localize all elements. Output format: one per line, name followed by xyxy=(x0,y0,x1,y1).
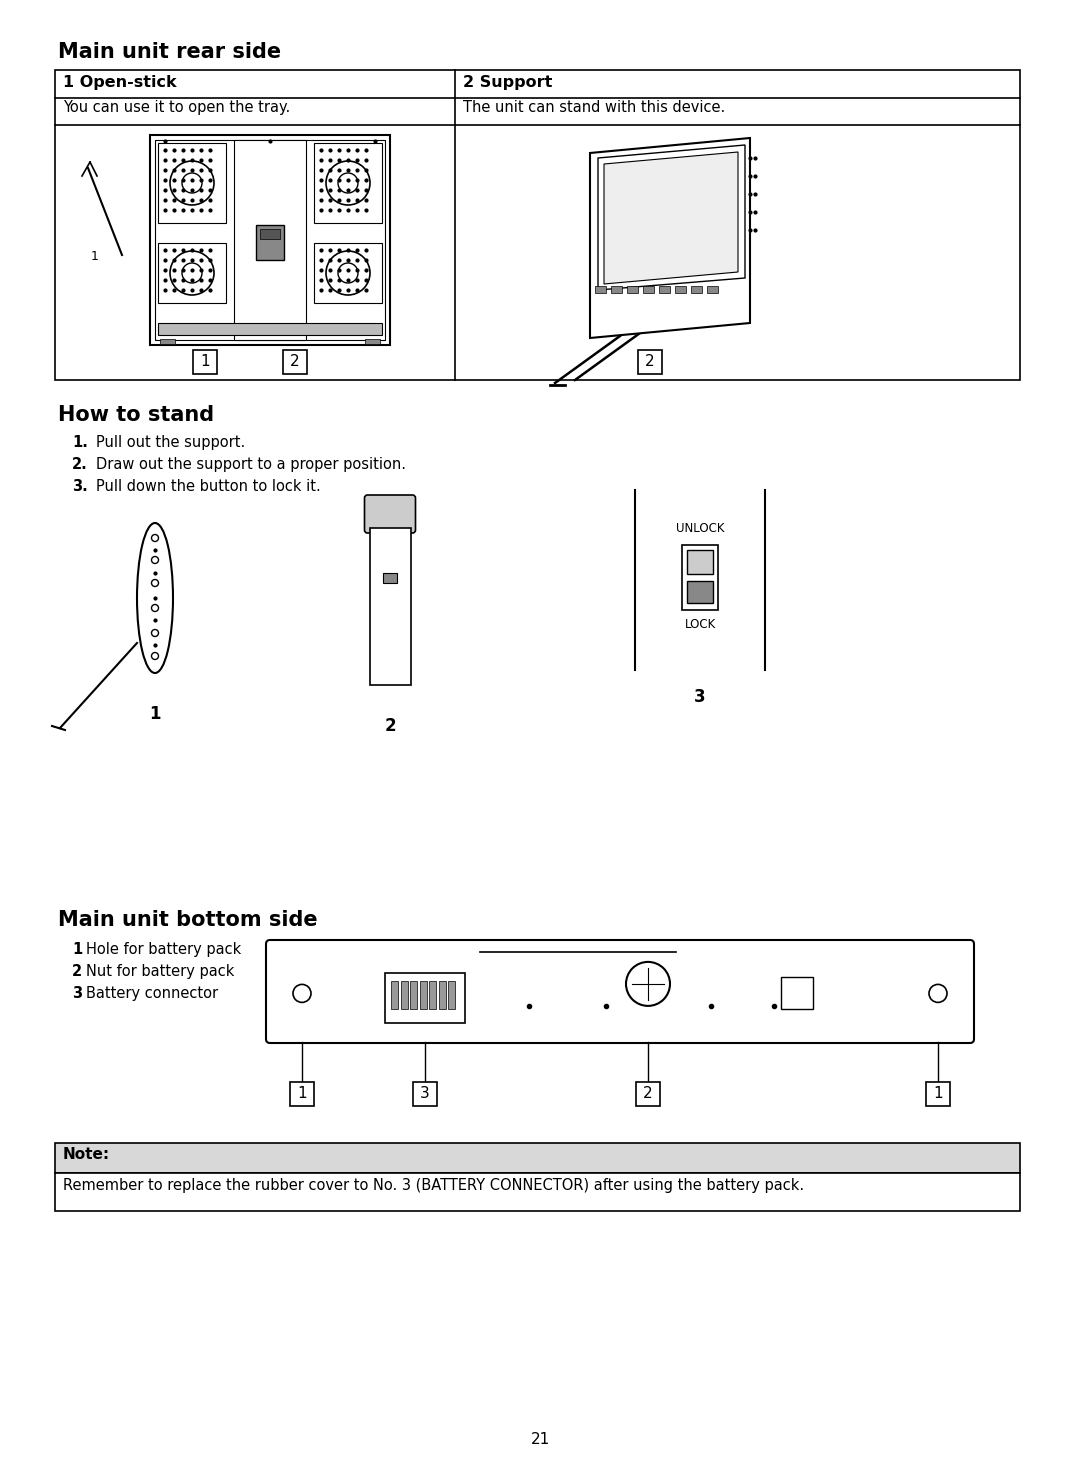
Text: 2: 2 xyxy=(384,717,395,735)
Text: 3.: 3. xyxy=(72,479,87,494)
Bar xyxy=(659,287,670,293)
Bar xyxy=(234,140,306,340)
Text: 2 Support: 2 Support xyxy=(463,75,553,90)
Text: Battery connector: Battery connector xyxy=(86,986,218,1001)
Text: 2: 2 xyxy=(645,355,654,370)
Text: Pull out the support.: Pull out the support. xyxy=(96,435,245,449)
Text: Main unit rear side: Main unit rear side xyxy=(58,41,281,62)
Bar xyxy=(401,980,407,1008)
Bar xyxy=(55,1174,1020,1210)
Bar xyxy=(687,550,713,573)
Bar xyxy=(675,287,686,293)
Bar xyxy=(260,229,280,239)
Text: How to stand: How to stand xyxy=(58,405,214,426)
Bar xyxy=(413,1082,437,1106)
Text: UNLOCK: UNLOCK xyxy=(676,522,725,535)
Text: Note:: Note: xyxy=(63,1147,110,1162)
Bar xyxy=(643,287,654,293)
Text: 3: 3 xyxy=(694,687,706,706)
Bar xyxy=(55,1142,1020,1174)
Text: Remember to replace the rubber cover to No. 3 (BATTERY CONNECTOR) after using th: Remember to replace the rubber cover to … xyxy=(63,1178,805,1193)
Bar xyxy=(314,143,382,223)
Bar xyxy=(429,980,436,1008)
Text: Hole for battery pack: Hole for battery pack xyxy=(86,941,241,956)
Bar xyxy=(781,977,813,1009)
Polygon shape xyxy=(590,137,750,338)
Text: Nut for battery pack: Nut for battery pack xyxy=(86,964,234,978)
Text: 21: 21 xyxy=(530,1432,550,1447)
Text: 2.: 2. xyxy=(72,457,87,471)
Bar xyxy=(691,287,702,293)
Bar xyxy=(595,287,606,293)
Bar xyxy=(150,134,390,344)
Text: 1: 1 xyxy=(149,705,161,723)
Bar xyxy=(55,69,1020,380)
FancyBboxPatch shape xyxy=(365,495,416,534)
Ellipse shape xyxy=(137,523,173,672)
Text: Pull down the button to lock it.: Pull down the button to lock it. xyxy=(96,479,321,494)
Text: 1.: 1. xyxy=(72,435,87,449)
FancyBboxPatch shape xyxy=(266,940,974,1043)
Text: 2: 2 xyxy=(644,1086,652,1101)
Bar xyxy=(314,242,382,303)
Text: 2: 2 xyxy=(72,964,82,978)
Text: 3: 3 xyxy=(72,986,82,1001)
Text: 1: 1 xyxy=(200,355,210,370)
Bar xyxy=(156,140,384,340)
Bar xyxy=(926,1082,950,1106)
Bar xyxy=(438,980,446,1008)
Bar xyxy=(419,980,427,1008)
Bar xyxy=(160,338,175,344)
Text: 1: 1 xyxy=(297,1086,307,1101)
Bar xyxy=(638,350,662,374)
Bar xyxy=(365,338,380,344)
Text: 1 Open-stick: 1 Open-stick xyxy=(63,75,177,90)
Text: 2: 2 xyxy=(291,355,300,370)
Bar xyxy=(687,581,713,603)
Text: LOCK: LOCK xyxy=(685,618,716,631)
Bar xyxy=(369,528,410,684)
Text: 1: 1 xyxy=(933,1086,943,1101)
Text: 1: 1 xyxy=(72,941,82,956)
Bar xyxy=(283,350,307,374)
Bar xyxy=(158,242,226,303)
Bar xyxy=(384,973,465,1023)
Bar xyxy=(158,143,226,223)
Bar xyxy=(291,1082,314,1106)
Polygon shape xyxy=(604,152,738,284)
Bar xyxy=(158,324,382,336)
Bar xyxy=(383,573,397,582)
Text: You can use it to open the tray.: You can use it to open the tray. xyxy=(63,101,291,115)
Bar xyxy=(256,225,284,260)
Bar xyxy=(410,980,417,1008)
Text: 1: 1 xyxy=(91,250,99,263)
Bar xyxy=(391,980,399,1008)
Text: Draw out the support to a proper position.: Draw out the support to a proper positio… xyxy=(96,457,406,471)
Bar xyxy=(448,980,455,1008)
Text: Main unit bottom side: Main unit bottom side xyxy=(58,910,318,930)
Bar xyxy=(636,1082,660,1106)
Bar xyxy=(193,350,217,374)
Bar xyxy=(611,287,622,293)
Text: 3: 3 xyxy=(420,1086,430,1101)
Bar xyxy=(707,287,718,293)
Polygon shape xyxy=(598,145,745,290)
Bar xyxy=(627,287,638,293)
Bar xyxy=(681,545,718,610)
Text: The unit can stand with this device.: The unit can stand with this device. xyxy=(463,101,726,115)
